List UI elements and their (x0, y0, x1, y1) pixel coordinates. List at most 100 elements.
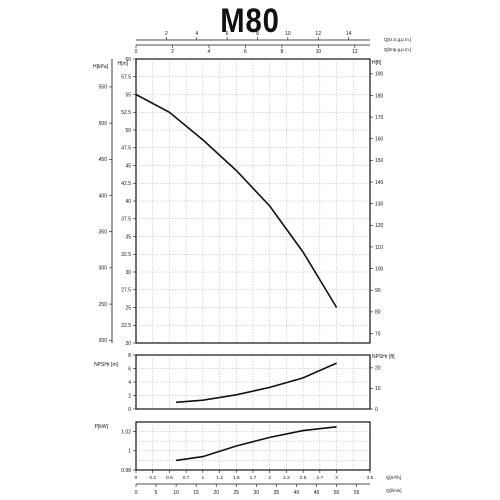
tick-label-kpa: 200 (99, 338, 108, 344)
axis-label-h-m: H[m] (117, 61, 128, 67)
axis-label-us: Q[U.S.g.p.m.] (384, 37, 411, 42)
tick-label-lmin: 35 (274, 490, 280, 496)
tick-label-ft: 130 (375, 201, 384, 207)
tick-label-m3h: 2.2 (283, 475, 290, 481)
tick-label-ft: 160 (375, 137, 384, 143)
tick-label-m3h: 1.2 (216, 475, 223, 481)
tick-label-kw: 1.02 (121, 429, 131, 435)
tick-label-m3h: 0.2 (149, 475, 156, 481)
tick-label-kpa: 250 (99, 302, 108, 308)
tick-label-lmin: 40 (294, 490, 300, 496)
tick-label-kw: 0.98 (121, 468, 131, 474)
tick-label-npsh-ft: 10 (375, 386, 381, 392)
power-curve (175, 426, 337, 462)
tick-label-ft: 170 (375, 115, 384, 121)
tick-label-h-m: 60 (125, 57, 131, 63)
tick-label-h-m: 45 (125, 163, 131, 169)
tick-label-ft: 150 (375, 158, 384, 164)
axis-label-npsh-m: NPSHr [m] (94, 362, 119, 368)
page-title: M80 (220, 2, 280, 40)
tick-label-npsh-ft: 20 (375, 366, 381, 372)
tick-label-h-m: 30 (125, 270, 131, 276)
axis-label-kpa: H[kPa] (93, 64, 109, 70)
tick-label-kpa: 400 (99, 193, 108, 199)
tick-label-m3h: 2 (268, 475, 271, 481)
tick-label-kpa: 550 (99, 85, 108, 91)
tick-label-imp: 6 (244, 49, 247, 55)
tick-label-kpa: 350 (99, 229, 108, 235)
tick-label-m3h: 1 (202, 475, 205, 481)
axis-label-npsh-ft: NPSHr [ft] (372, 354, 395, 360)
npsh-curve (176, 362, 337, 404)
tick-label-h-m: 47.5 (121, 146, 131, 152)
tick-label-imp: 12 (352, 49, 358, 55)
tick-label-h-m: 55 (125, 92, 131, 98)
tick-label-m3h: 1.7 (250, 475, 257, 481)
tick-label-h-m: 37.5 (121, 217, 131, 223)
tick-label-us: 2 (165, 31, 168, 37)
tick-label-m3h: 3.5 (367, 475, 374, 481)
tick-label-h-m: 25 (125, 305, 131, 311)
tick-label-us: 6 (226, 31, 229, 37)
tick-label-ft: 140 (375, 180, 384, 186)
tick-label-ft: 90 (375, 288, 381, 294)
tick-label-m3h: 2.5 (300, 475, 307, 481)
tick-label-npsh-m: 2 (128, 393, 131, 399)
tick-label-ft: 80 (375, 310, 381, 316)
tick-label-lmin: 55 (354, 490, 360, 496)
tick-label-kpa: 500 (99, 121, 108, 127)
tick-label-us: 8 (256, 31, 259, 37)
tick-label-h-m: 35 (125, 234, 131, 240)
tick-label-lmin: 5 (155, 490, 158, 496)
tick-label-lmin: 15 (193, 490, 199, 496)
tick-label-h-m: 32.5 (121, 252, 131, 258)
tick-label-imp: 10 (316, 49, 322, 55)
tick-label-kpa: 450 (99, 157, 108, 163)
tick-label-h-m: 52.5 (121, 110, 131, 116)
axis-label-m3h: Q[m³/h] (386, 475, 401, 480)
axis-label-kw: P[kW] (95, 424, 109, 430)
tick-label-h-m: 27.5 (121, 288, 131, 294)
tick-label-h-m: 50 (125, 128, 131, 134)
axis-label-ft: H[ft] (372, 60, 382, 66)
tick-label-h-m: 20 (125, 341, 131, 347)
tick-label-imp: 4 (208, 49, 211, 55)
axis-label-imp: Q[Imp.g.p.m.] (384, 47, 411, 52)
tick-label-us: 4 (195, 31, 198, 37)
tick-label-ft: 70 (375, 331, 381, 337)
tick-label-h-m: 40 (125, 199, 131, 205)
head-curve (135, 93, 338, 308)
tick-label-lmin: 30 (254, 490, 260, 496)
tick-label-npsh-m: 6 (128, 366, 131, 372)
tick-label-npsh-ft: 0 (375, 407, 378, 413)
axis-label-lmin: Q[l/min] (386, 488, 402, 493)
tick-label-imp: 8 (281, 49, 284, 55)
tick-label-lmin: 10 (173, 490, 179, 496)
tick-label-lmin: 20 (213, 490, 219, 496)
tick-label-m3h: 1.5 (233, 475, 240, 481)
tick-label-m3h: 0.7 (183, 475, 190, 481)
tick-label-us: 14 (346, 31, 352, 37)
tick-label-ft: 180 (375, 93, 384, 99)
tick-label-lmin: 0 (135, 490, 138, 496)
tick-label-us: 10 (285, 31, 291, 37)
tick-label-h-m: 22.5 (121, 323, 131, 329)
tick-label-npsh-m: 0 (128, 407, 131, 413)
tick-label-ft: 120 (375, 223, 384, 229)
tick-label-ft: 190 (375, 72, 384, 78)
tick-label-ft: 110 (375, 245, 383, 251)
tick-label-npsh-m: 4 (128, 380, 131, 386)
tick-label-us: 12 (315, 31, 321, 37)
tick-label-imp: 2 (171, 49, 174, 55)
tick-label-imp: 0 (135, 49, 138, 55)
tick-label-m3h: 3 (335, 475, 338, 481)
tick-label-lmin: 50 (334, 490, 340, 496)
tick-label-m3h: 0.5 (166, 475, 173, 481)
tick-label-m3h: 0 (135, 475, 138, 481)
tick-label-lmin: 25 (234, 490, 240, 496)
tick-label-npsh-m: 8 (128, 353, 131, 359)
tick-label-h-m: 57.5 (121, 75, 131, 81)
tick-label-lmin: 45 (314, 490, 320, 496)
tick-label-kw: 1 (128, 449, 131, 455)
